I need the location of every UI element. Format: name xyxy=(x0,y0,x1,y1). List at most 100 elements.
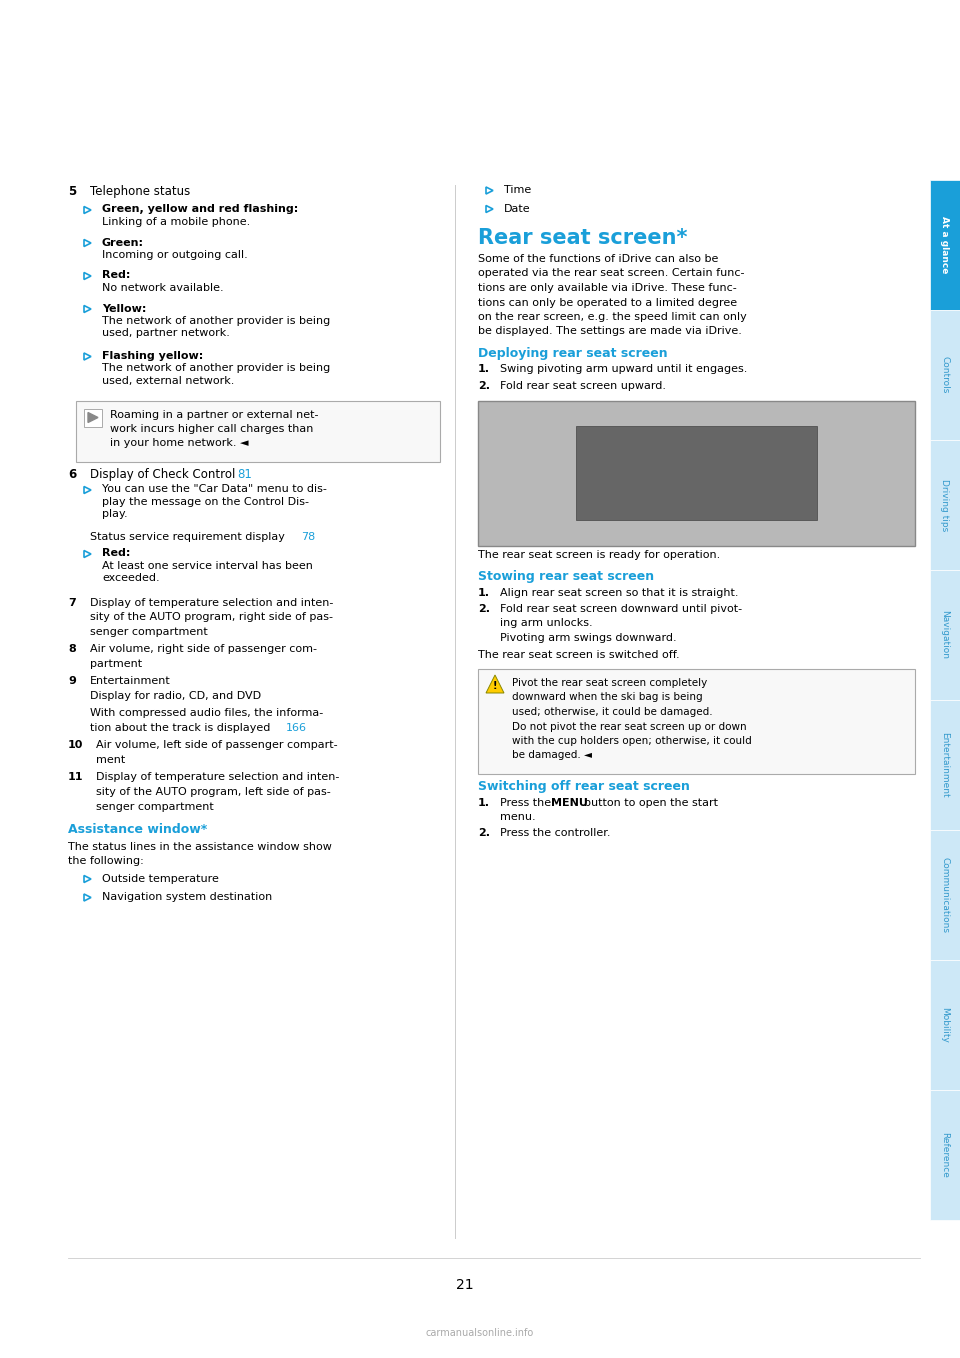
Text: Fold rear seat screen upward.: Fold rear seat screen upward. xyxy=(500,382,666,391)
Bar xyxy=(930,440,960,570)
Text: Swing pivoting arm upward until it engages.: Swing pivoting arm upward until it engag… xyxy=(500,364,748,375)
Bar xyxy=(930,960,960,1090)
Text: Time: Time xyxy=(504,185,531,196)
Text: Telephone status: Telephone status xyxy=(90,185,190,198)
Text: 5: 5 xyxy=(68,185,76,198)
Bar xyxy=(478,401,915,546)
Text: operated via the rear seat screen. Certain func-: operated via the rear seat screen. Certa… xyxy=(478,269,745,278)
Text: senger compartment: senger compartment xyxy=(96,801,214,812)
Text: Red:: Red: xyxy=(102,270,131,281)
Text: on the rear screen, e.g. the speed limit can only: on the rear screen, e.g. the speed limit… xyxy=(478,312,747,322)
Text: 10: 10 xyxy=(68,740,84,751)
Text: At least one service interval has been: At least one service interval has been xyxy=(102,561,313,570)
Text: 9: 9 xyxy=(68,676,76,687)
Text: the following:: the following: xyxy=(68,856,144,866)
Text: exceeded.: exceeded. xyxy=(102,573,159,583)
Text: With compressed audio files, the informa-: With compressed audio files, the informa… xyxy=(90,709,324,718)
Text: play.: play. xyxy=(102,509,128,519)
Text: ing arm unlocks.: ing arm unlocks. xyxy=(500,618,592,629)
Text: used; otherwise, it could be damaged.: used; otherwise, it could be damaged. xyxy=(512,708,712,717)
Text: used, external network.: used, external network. xyxy=(102,376,234,386)
Text: Pivot the rear seat screen completely: Pivot the rear seat screen completely xyxy=(512,678,708,689)
Text: Communications: Communications xyxy=(941,857,949,933)
Text: be damaged. ◄: be damaged. ◄ xyxy=(512,751,592,760)
Text: Outside temperature: Outside temperature xyxy=(102,873,219,884)
Text: No network available.: No network available. xyxy=(102,282,224,293)
Text: Deploying rear seat screen: Deploying rear seat screen xyxy=(478,348,667,360)
Text: tions can only be operated to a limited degree: tions can only be operated to a limited … xyxy=(478,297,737,307)
Text: Driving tips: Driving tips xyxy=(941,479,949,531)
Text: Fold rear seat screen downward until pivot-: Fold rear seat screen downward until piv… xyxy=(500,604,742,614)
Text: Align rear seat screen so that it is straight.: Align rear seat screen so that it is str… xyxy=(500,588,738,598)
Bar xyxy=(930,1090,960,1219)
Text: Display of Check Control: Display of Check Control xyxy=(90,469,235,481)
Text: Entertainment: Entertainment xyxy=(941,732,949,797)
Polygon shape xyxy=(486,675,504,693)
Text: Some of the functions of iDrive can also be: Some of the functions of iDrive can also… xyxy=(478,254,718,263)
Text: carmanualsonline.info: carmanualsonline.info xyxy=(426,1328,534,1338)
Text: work incurs higher call charges than: work incurs higher call charges than xyxy=(110,424,313,435)
Text: Mobility: Mobility xyxy=(941,1008,949,1043)
Text: The rear seat screen is ready for operation.: The rear seat screen is ready for operat… xyxy=(478,550,720,561)
Text: senger compartment: senger compartment xyxy=(90,627,207,637)
Text: Reference: Reference xyxy=(941,1133,949,1177)
Text: Controls: Controls xyxy=(941,356,949,394)
Text: 2.: 2. xyxy=(478,382,490,391)
Text: The rear seat screen is switched off.: The rear seat screen is switched off. xyxy=(478,650,680,660)
Bar xyxy=(576,426,817,520)
Text: You can use the "Car Data" menu to dis-: You can use the "Car Data" menu to dis- xyxy=(102,485,326,494)
Text: 166: 166 xyxy=(286,722,307,733)
Text: The status lines in the assistance window show: The status lines in the assistance windo… xyxy=(68,842,332,851)
Text: Entertainment: Entertainment xyxy=(90,676,171,687)
Text: Red:: Red: xyxy=(102,549,131,558)
Text: Pivoting arm swings downward.: Pivoting arm swings downward. xyxy=(500,633,677,642)
Text: Air volume, right side of passenger com-: Air volume, right side of passenger com- xyxy=(90,645,317,655)
Text: Flashing yellow:: Flashing yellow: xyxy=(102,350,204,361)
Text: Date: Date xyxy=(504,204,531,213)
Text: Green, yellow and red flashing:: Green, yellow and red flashing: xyxy=(102,205,299,215)
Text: Status service requirement display: Status service requirement display xyxy=(90,532,285,542)
Text: 7: 7 xyxy=(68,598,76,608)
Text: used, partner network.: used, partner network. xyxy=(102,329,229,338)
Text: 6: 6 xyxy=(68,469,76,481)
Text: Stowing rear seat screen: Stowing rear seat screen xyxy=(478,570,654,583)
Bar xyxy=(930,181,960,310)
Text: Yellow:: Yellow: xyxy=(102,303,146,314)
Bar xyxy=(76,401,440,462)
Text: Display for radio, CD, and DVD: Display for radio, CD, and DVD xyxy=(90,691,261,701)
Text: play the message on the Control Dis-: play the message on the Control Dis- xyxy=(102,497,309,507)
Bar xyxy=(930,310,960,440)
Text: Green:: Green: xyxy=(102,238,144,247)
Text: Rear seat screen*: Rear seat screen* xyxy=(478,228,687,249)
Text: tion about the track is displayed: tion about the track is displayed xyxy=(90,722,271,733)
Bar xyxy=(478,669,915,774)
Text: sity of the AUTO program, right side of pas-: sity of the AUTO program, right side of … xyxy=(90,612,333,622)
Text: be displayed. The settings are made via iDrive.: be displayed. The settings are made via … xyxy=(478,326,742,337)
Text: menu.: menu. xyxy=(500,812,536,822)
Text: 8: 8 xyxy=(68,645,76,655)
Text: with the cup holders open; otherwise, it could: with the cup holders open; otherwise, it… xyxy=(512,736,752,746)
Text: Incoming or outgoing call.: Incoming or outgoing call. xyxy=(102,250,248,259)
Text: in your home network. ◄: in your home network. ◄ xyxy=(110,439,249,448)
Text: partment: partment xyxy=(90,659,142,669)
Text: 1.: 1. xyxy=(478,797,490,808)
Text: The network of another provider is being: The network of another provider is being xyxy=(102,316,330,326)
Text: Press the controller.: Press the controller. xyxy=(500,828,611,838)
Text: MENU: MENU xyxy=(551,797,588,808)
Text: sity of the AUTO program, left side of pas-: sity of the AUTO program, left side of p… xyxy=(96,788,331,797)
Polygon shape xyxy=(88,413,98,422)
Text: ment: ment xyxy=(96,755,125,765)
Text: tions are only available via iDrive. These func-: tions are only available via iDrive. The… xyxy=(478,282,736,293)
Text: 1.: 1. xyxy=(478,364,490,375)
Text: !: ! xyxy=(492,680,497,691)
Text: Do not pivot the rear seat screen up or down: Do not pivot the rear seat screen up or … xyxy=(512,721,747,732)
Text: 2.: 2. xyxy=(478,604,490,614)
Text: Air volume, left side of passenger compart-: Air volume, left side of passenger compa… xyxy=(96,740,338,751)
Text: Display of temperature selection and inten-: Display of temperature selection and int… xyxy=(90,598,333,608)
Text: 81: 81 xyxy=(237,469,252,481)
Text: 78: 78 xyxy=(301,532,315,542)
Text: 1.: 1. xyxy=(478,588,490,598)
Text: Navigation system destination: Navigation system destination xyxy=(102,892,273,902)
Text: The network of another provider is being: The network of another provider is being xyxy=(102,364,330,373)
Text: 21: 21 xyxy=(456,1278,474,1291)
